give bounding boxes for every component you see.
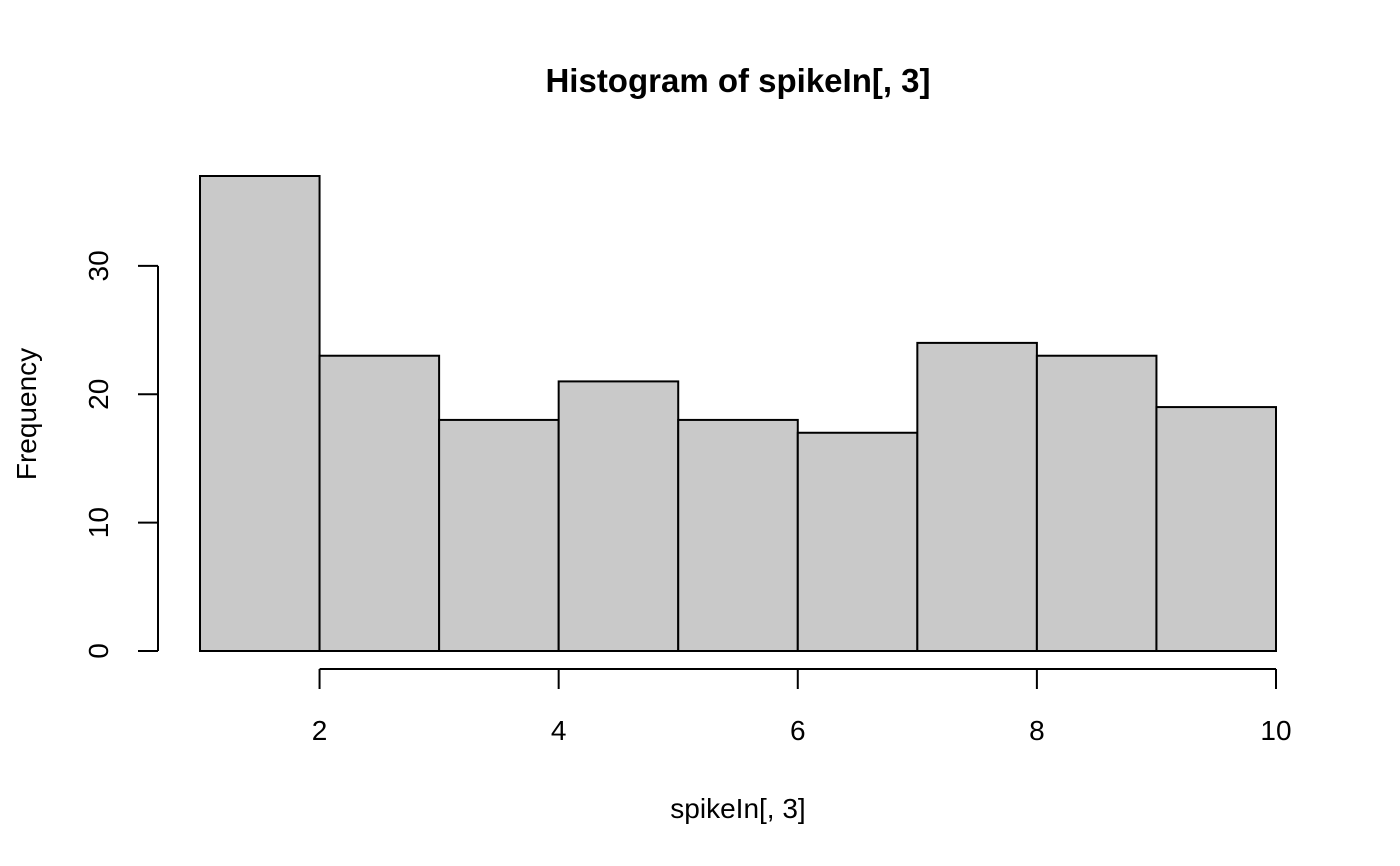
x-tick-label: 10: [1260, 715, 1291, 746]
x-tick-label: 4: [551, 715, 567, 746]
y-axis: 0 10 20 30: [83, 250, 159, 659]
x-tick-label: 8: [1029, 715, 1045, 746]
histogram-bar: [1155, 406, 1278, 652]
y-tick-label: 20: [83, 379, 114, 410]
x-tick-label: 6: [790, 715, 806, 746]
x-tick-label: 2: [312, 715, 328, 746]
y-tick-label: 30: [83, 250, 114, 281]
histogram-bar: [1035, 354, 1158, 652]
histogram-bar: [438, 418, 560, 652]
x-axis-label: spikeIn[, 3]: [670, 793, 805, 824]
histogram-bar: [796, 431, 919, 652]
y-axis-label: Frequency: [11, 348, 42, 480]
histogram-bar: [916, 341, 1038, 652]
x-axis: 2 4 6 8 10: [312, 668, 1292, 746]
bars-group: [199, 175, 1278, 652]
histogram-bar: [199, 175, 321, 652]
histogram-bar: [677, 418, 799, 652]
y-tick-label: 0: [83, 643, 114, 659]
chart-title: Histogram of spikeIn[, 3]: [545, 62, 930, 99]
histogram-bar: [318, 354, 441, 652]
y-tick-label: 10: [83, 507, 114, 538]
histogram-bar: [557, 380, 680, 652]
